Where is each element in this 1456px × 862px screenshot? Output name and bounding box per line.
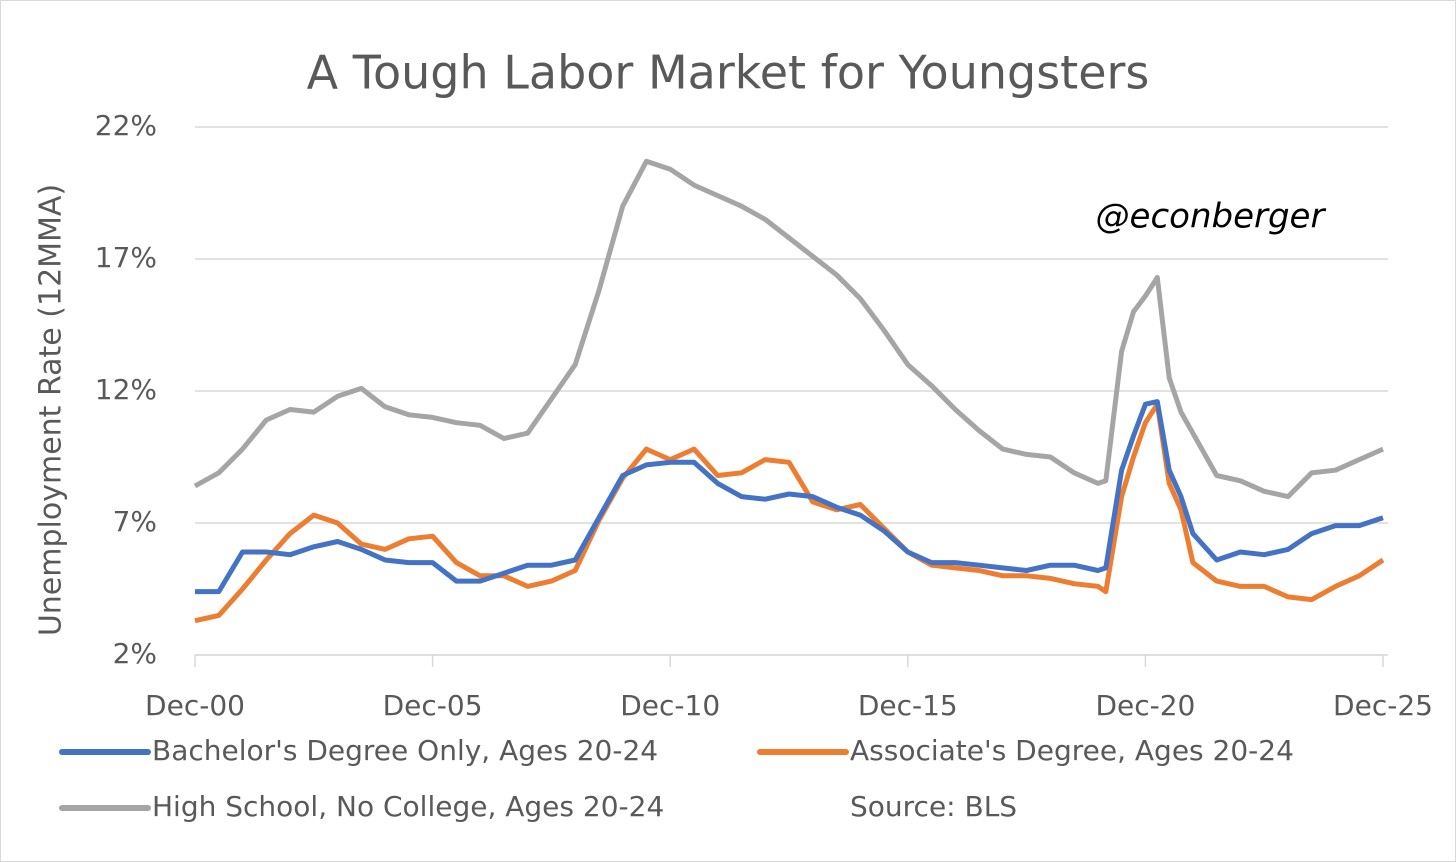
source-note: Source: BLS <box>850 790 1017 823</box>
y-tick-label: 2% <box>113 637 157 670</box>
x-tick-label: Dec-15 <box>858 689 958 722</box>
y-tick-label: 12% <box>95 373 157 406</box>
x-tick-label: Dec-05 <box>383 689 483 722</box>
annotation: @econberger <box>1096 197 1327 237</box>
y-tick-label: 7% <box>113 505 157 538</box>
legend-label: Bachelor's Degree Only, Ages 20-24 <box>152 734 658 767</box>
y-tick-label: 22% <box>95 109 157 142</box>
legend-label: Associate's Degree, Ages 20-24 <box>850 734 1294 767</box>
series-line <box>195 399 1384 595</box>
chart-title: A Tough Labor Market for Youngsters <box>307 46 1150 100</box>
series-line <box>193 158 1385 500</box>
x-tick-label: Dec-25 <box>1333 689 1433 722</box>
legend-label: High School, No College, Ages 20-24 <box>152 790 664 823</box>
y-tick-label: 17% <box>95 241 157 274</box>
x-tick-label: Dec-20 <box>1095 689 1195 722</box>
x-tick-label: Dec-10 <box>620 689 720 722</box>
x-tick-label: Dec-00 <box>145 689 245 722</box>
y-axis-label: Unemployment Rate (12MMA) <box>34 184 69 636</box>
